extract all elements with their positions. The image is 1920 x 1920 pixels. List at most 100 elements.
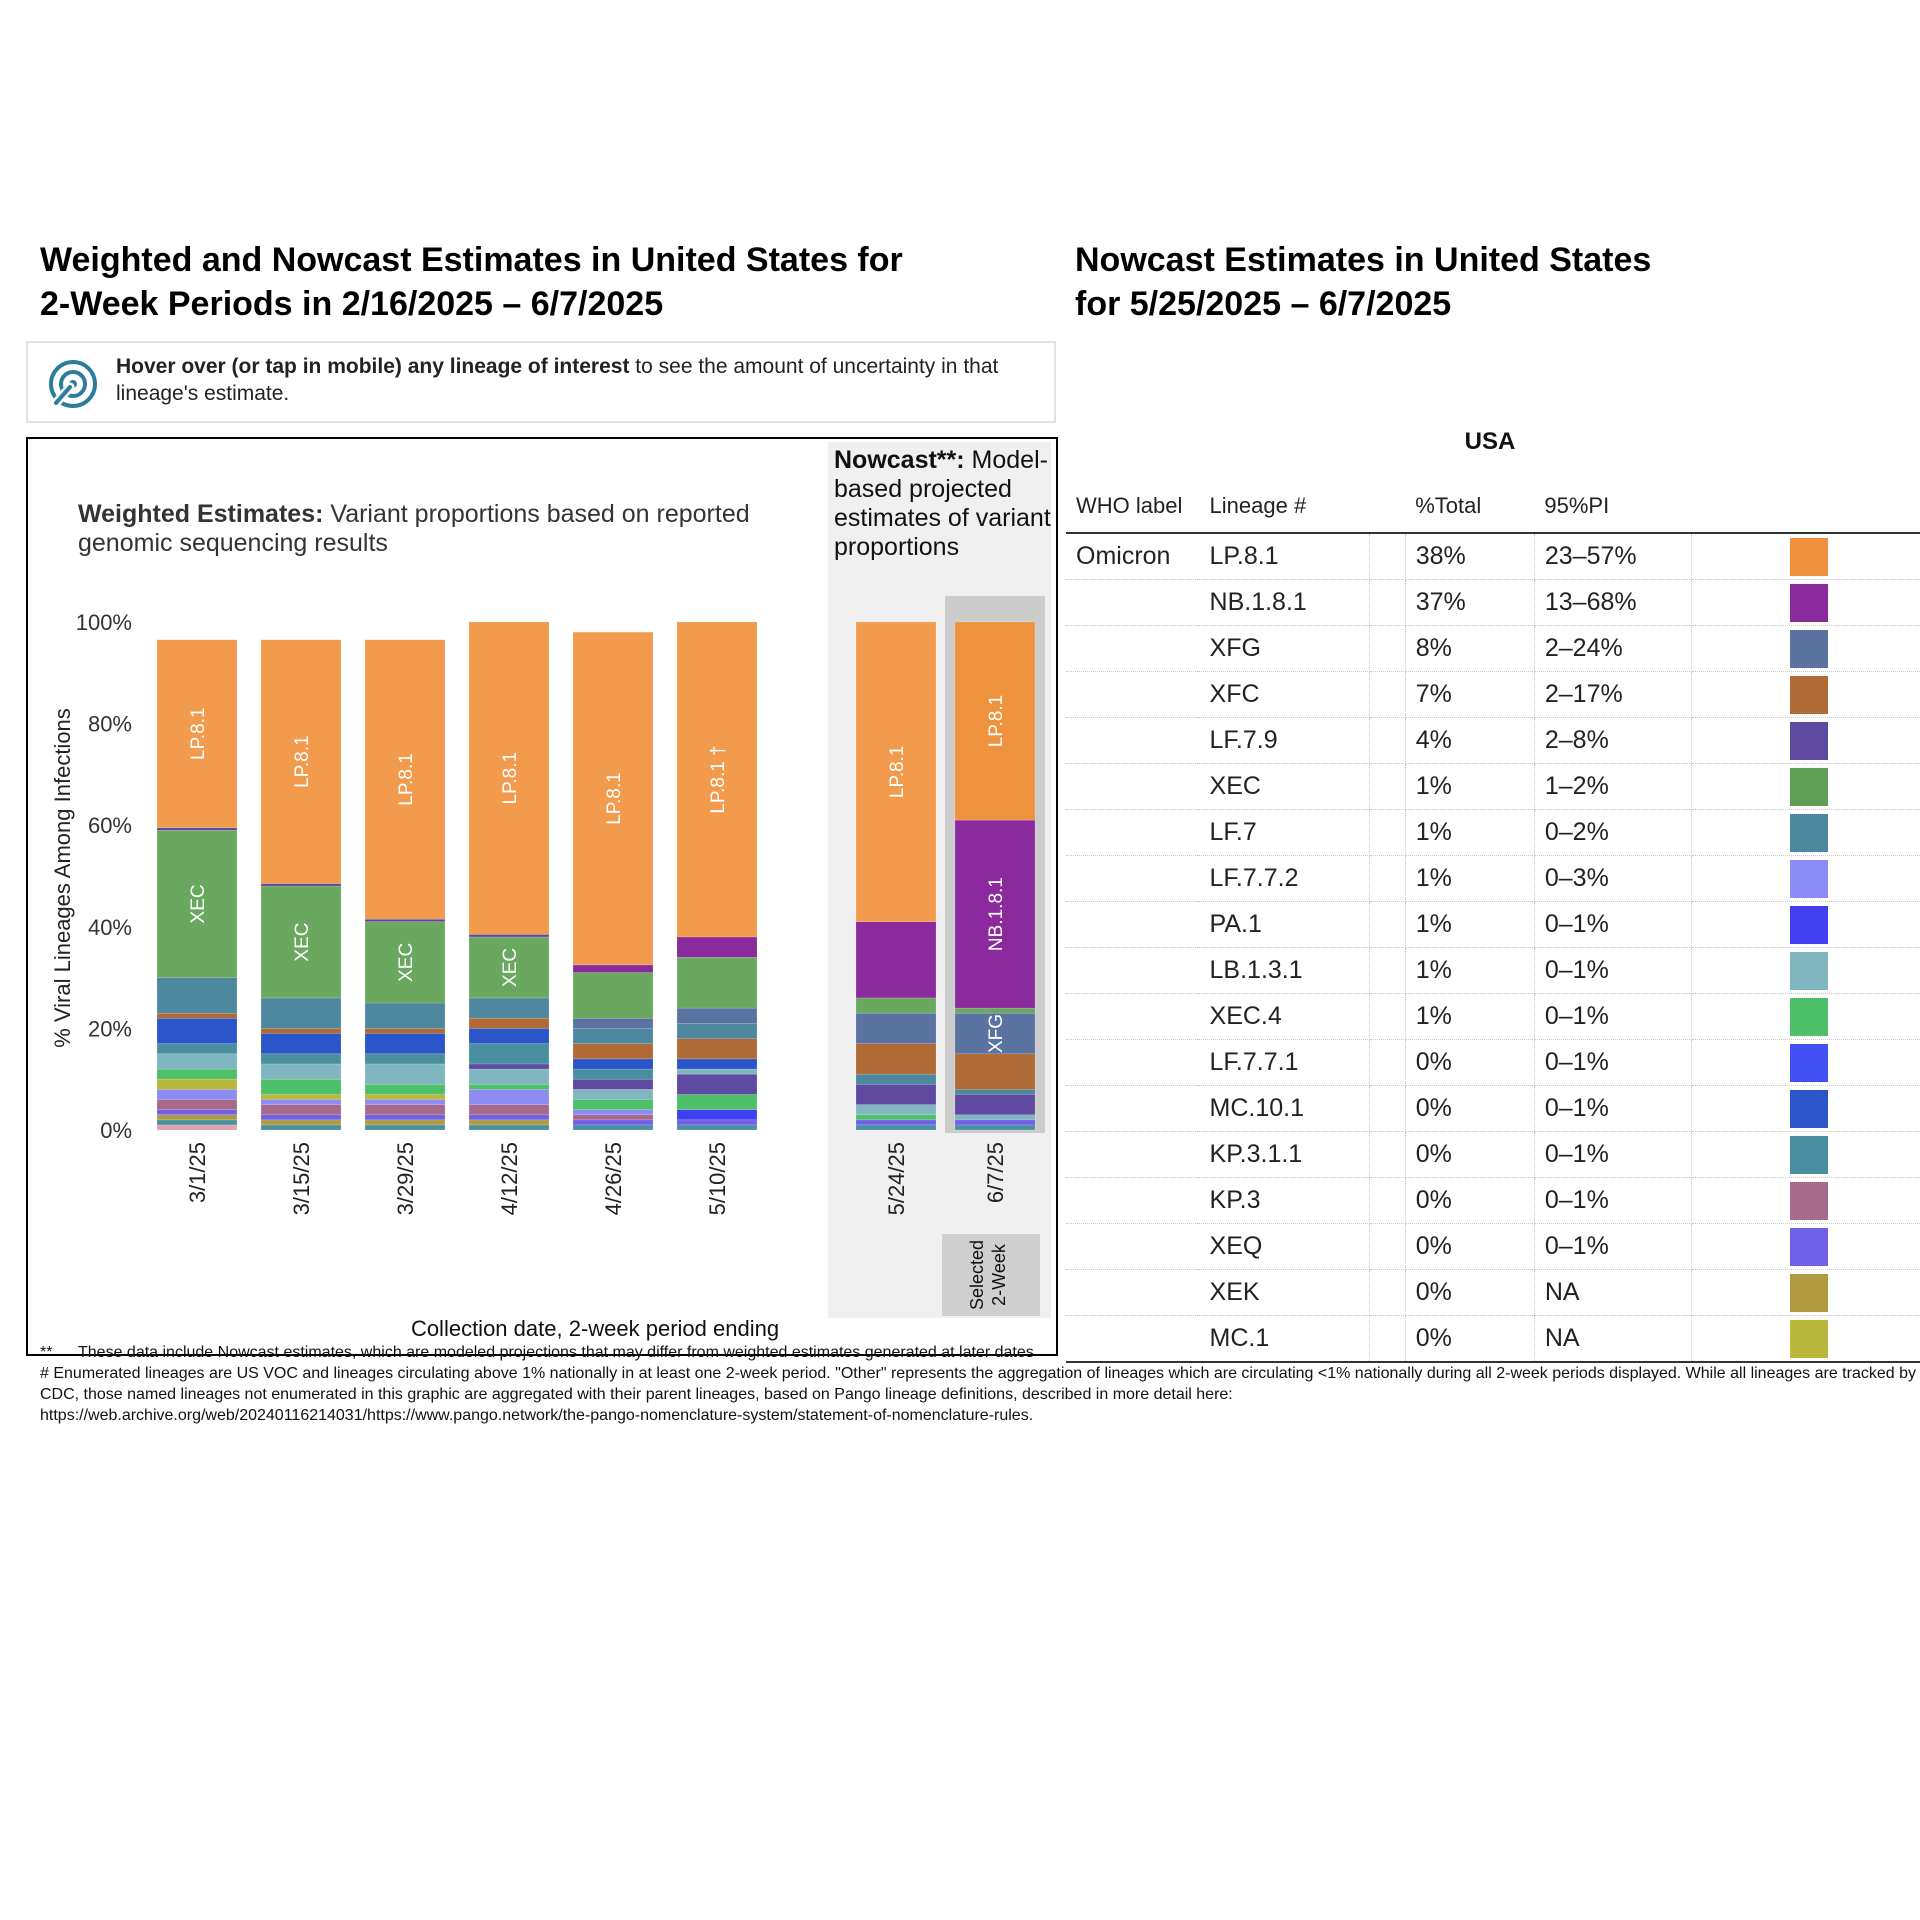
table-row[interactable]: Omicron LP.8.1 38% 23–57% (1066, 533, 1920, 580)
table-row[interactable]: LF.7.7.1 0% 0–1% (1066, 1039, 1920, 1086)
table-row[interactable]: KP.3 0% 0–1% (1066, 1177, 1920, 1224)
swatch-cell (1691, 947, 1920, 994)
table-row[interactable]: MC.1 0% NA (1066, 1315, 1920, 1363)
table-row[interactable]: XEK 0% NA (1066, 1269, 1920, 1316)
y-axis-title: % Viral Lineages Among Infections (50, 708, 75, 1048)
bar-segment (156, 977, 238, 1014)
footnote-enumerated: # Enumerated lineages are US VOC and lin… (40, 1365, 1916, 1403)
lineage-color-swatch (1790, 951, 1829, 990)
bar-segment (260, 997, 342, 1029)
footnote-nowcast: ** These data include Nowcast estimates, … (40, 1342, 1920, 1363)
table-row[interactable]: LF.7.9 4% 2–8% (1066, 717, 1920, 764)
bar-segment (260, 639, 342, 884)
lineage-color-swatch (1790, 675, 1829, 714)
bar-segment (676, 1058, 758, 1070)
who-label-cell (1066, 717, 1198, 764)
table-row[interactable]: KP.3.1.1 0% 0–1% (1066, 1131, 1920, 1178)
bar-segment (572, 1028, 654, 1044)
selected-period-box (942, 1234, 1040, 1316)
swatch-cell (1691, 625, 1920, 672)
bar-segment (676, 621, 758, 938)
bar-segment (156, 1114, 238, 1121)
bar-segment (364, 1053, 446, 1065)
y-tick-label: 80% (88, 712, 132, 737)
bar-segment (156, 1109, 238, 1116)
bar-segment (156, 1124, 238, 1131)
bar-segment (364, 639, 446, 920)
table-row[interactable]: XEC 1% 1–2% (1066, 763, 1920, 810)
lineage-color-swatch (1790, 1181, 1829, 1220)
pi-cell: 0–1% (1534, 1177, 1693, 1224)
lineage-color-swatch (1790, 1089, 1829, 1128)
lineage-cell: LP.8.1 (1197, 533, 1370, 580)
table-row[interactable]: XEQ 0% 0–1% (1066, 1223, 1920, 1270)
bar-segment (954, 1114, 1036, 1121)
total-cell: 0% (1405, 1223, 1535, 1270)
pi-cell: 0–1% (1534, 1223, 1693, 1270)
bar-segment (260, 1053, 342, 1065)
bar-segment (364, 1119, 446, 1126)
footnote-link[interactable]: https://web.archive.org/web/202401162140… (40, 1407, 1034, 1424)
lineage-color-swatch (1790, 905, 1829, 944)
table-row[interactable]: LB.1.3.1 1% 0–1% (1066, 947, 1920, 994)
x-tick-label: 4/12/25 (497, 1142, 522, 1215)
lineage-cell: NB.1.8.1 (1197, 579, 1370, 626)
swatch-cell (1691, 1269, 1920, 1316)
header-pi: 95%PI (1534, 480, 1692, 534)
y-tick-label: 40% (88, 915, 132, 940)
who-label-cell (1066, 855, 1198, 902)
table-row[interactable]: LF.7.7.2 1% 0–3% (1066, 855, 1920, 902)
table-row[interactable]: LF.7 1% 0–2% (1066, 809, 1920, 856)
bar-segment-label: XEC (396, 943, 417, 982)
bar-segment (468, 1089, 550, 1105)
bar-segment (468, 1124, 550, 1131)
lineage-color-swatch (1790, 1227, 1829, 1266)
bar-segment (468, 1017, 550, 1029)
tap-pointer-icon (49, 360, 97, 408)
pi-cell: 2–24% (1534, 625, 1693, 672)
bar-segment (364, 1028, 446, 1034)
bar-segment (260, 1099, 342, 1105)
bar-segment-label: XFG (986, 1014, 1007, 1053)
who-label-cell (1066, 1177, 1198, 1224)
table-row[interactable]: PA.1 1% 0–1% (1066, 901, 1920, 948)
bar-segment (364, 921, 446, 1004)
bar-segment (954, 1119, 1036, 1126)
bar-segment (364, 1124, 446, 1131)
bar-segment (364, 1099, 446, 1105)
bar-segment (855, 1043, 937, 1075)
bar-segment (468, 1063, 550, 1070)
bar-segment (364, 1033, 446, 1055)
bar-segment (156, 827, 238, 831)
weighted-estimates-subtitle: Weighted Estimates: Variant proportions … (78, 500, 778, 558)
who-label-cell (1066, 901, 1198, 948)
bar-segment (468, 1043, 550, 1065)
bar-segment (468, 1114, 550, 1121)
x-tick-label: 5/24/25 (884, 1142, 909, 1215)
nowcast-subtitle: Nowcast**: Model-based projected estimat… (834, 446, 1054, 562)
bar-segment (855, 1124, 937, 1131)
y-tick-label: 20% (88, 1016, 132, 1041)
lineage-color-swatch (1790, 1043, 1829, 1082)
total-cell: 1% (1405, 809, 1535, 856)
bar-segment (676, 936, 758, 958)
hover-instruction-box: Hover over (or tap in mobile) any lineag… (26, 341, 1056, 423)
total-cell: 38% (1405, 533, 1535, 580)
bar-segment (468, 1083, 550, 1090)
table-row[interactable]: XFC 7% 2–17% (1066, 671, 1920, 718)
bar-segment (260, 885, 342, 999)
total-cell: 1% (1405, 901, 1535, 948)
bar-segment (156, 1078, 238, 1090)
bar-segment (468, 621, 550, 935)
bar-segment (156, 1043, 238, 1055)
bar-segment (364, 918, 446, 923)
table-row[interactable]: XFG 8% 2–24% (1066, 625, 1920, 672)
table-row[interactable]: NB.1.8.1 37% 13–68% (1066, 579, 1920, 626)
table-row[interactable]: MC.10.1 0% 0–1% (1066, 1085, 1920, 1132)
bar-segment (676, 1007, 758, 1024)
table-row[interactable]: XEC.4 1% 0–1% (1066, 993, 1920, 1040)
header-who-label: WHO label (1066, 480, 1198, 534)
pi-cell: 0–1% (1534, 901, 1693, 948)
swatch-cell (1691, 993, 1920, 1040)
pi-cell: 2–8% (1534, 717, 1693, 764)
